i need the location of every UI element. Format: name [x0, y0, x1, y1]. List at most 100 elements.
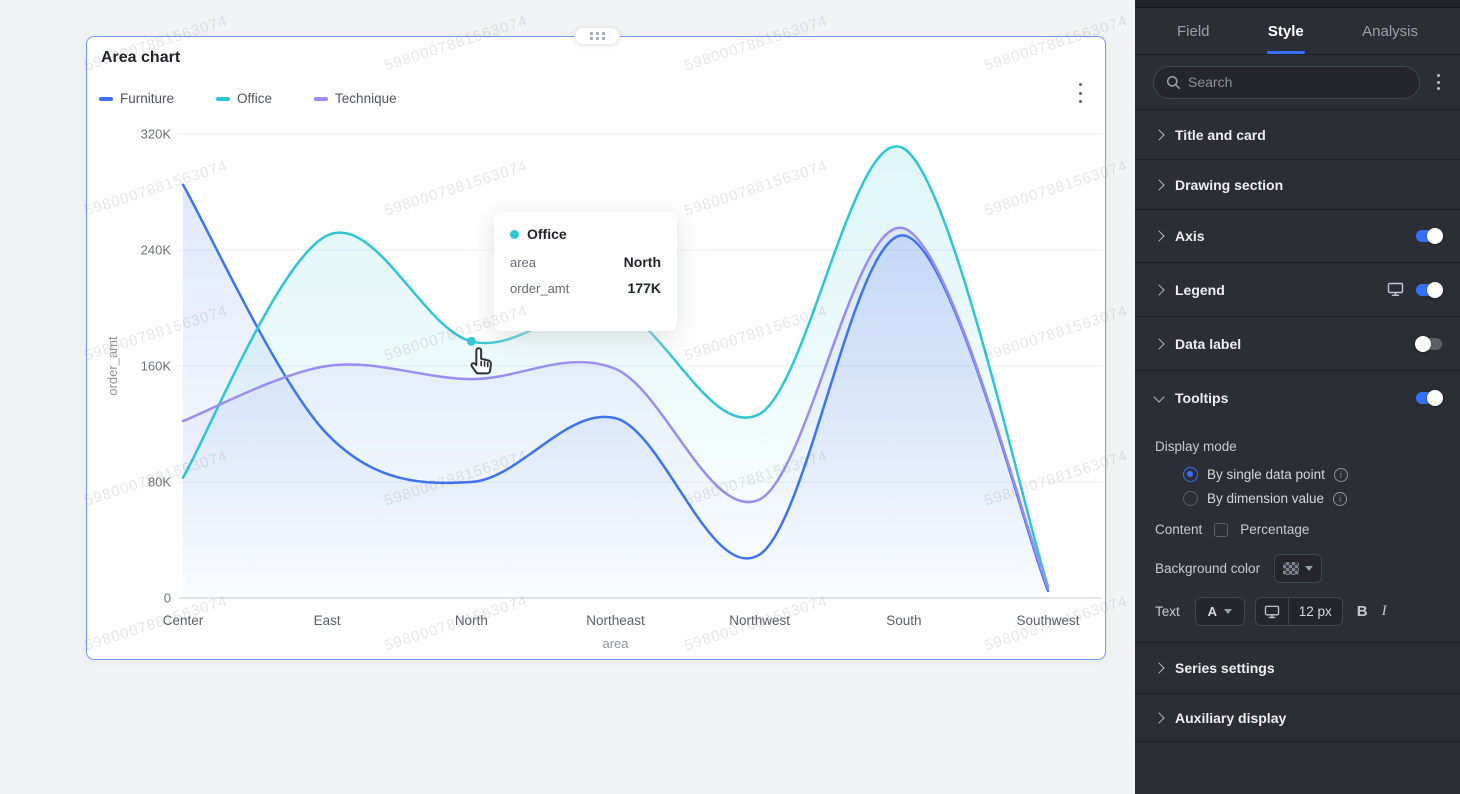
- radio-icon[interactable]: [1183, 491, 1198, 506]
- series-line-furniture[interactable]: [181, 183, 1050, 593]
- legend-item-furniture[interactable]: Furniture: [99, 91, 174, 106]
- tooltips-toggle[interactable]: [1416, 390, 1443, 406]
- drag-handle[interactable]: [574, 27, 620, 45]
- display-mode-label: Display mode: [1155, 439, 1237, 454]
- tooltip-series-dot-icon: [510, 229, 519, 239]
- data-label-toggle[interactable]: [1415, 335, 1442, 352]
- section-legend[interactable]: Legend: [1135, 263, 1460, 317]
- x-axis-tick-label: Northwest: [729, 613, 790, 628]
- dashboard-canvas: 5980007881563074598000788156307459800078…: [0, 0, 1135, 794]
- transparent-swatch: [1283, 562, 1300, 575]
- section-auxiliary-display[interactable]: Auxiliary display: [1135, 694, 1460, 742]
- content-label: Content: [1155, 522, 1203, 537]
- percentage-label: Percentage: [1240, 522, 1310, 537]
- info-icon[interactable]: i: [1333, 467, 1348, 482]
- radio-by-single-data-point[interactable]: By single data point i: [1155, 467, 1442, 482]
- info-icon[interactable]: i: [1333, 491, 1348, 506]
- legend-toggle[interactable]: [1416, 281, 1443, 298]
- section-axis[interactable]: Axis: [1135, 210, 1460, 263]
- axis-toggle[interactable]: [1416, 228, 1443, 244]
- hovered-data-point[interactable]: [466, 336, 476, 346]
- panel-tabs: Field Style Analysis: [1135, 8, 1460, 55]
- tooltip-row: area North: [510, 254, 661, 270]
- legend-label: Technique: [335, 91, 397, 106]
- x-axis-tick-label: North: [455, 613, 488, 628]
- screen-adapt-icon[interactable]: [1256, 598, 1289, 625]
- y-axis-tick-label: 240K: [141, 243, 172, 258]
- chevron-right-icon: [1153, 711, 1165, 724]
- y-axis-tick-label: 0: [164, 591, 171, 606]
- y-axis-tick-label: 160K: [141, 359, 172, 374]
- chevron-right-icon: [1153, 283, 1165, 296]
- tab-analysis[interactable]: Analysis: [1362, 22, 1418, 40]
- tooltips-settings: Display mode By single data point i By d…: [1135, 425, 1460, 643]
- search-input[interactable]: [1188, 74, 1407, 90]
- font-color-dropdown[interactable]: A: [1194, 597, 1245, 626]
- background-color-label: Background color: [1155, 561, 1261, 576]
- bold-button[interactable]: B: [1356, 603, 1368, 620]
- section-drawing-section[interactable]: Drawing section: [1135, 160, 1460, 210]
- card-menu-kebab-icon[interactable]: [1073, 83, 1087, 103]
- legend-label: Furniture: [120, 91, 175, 106]
- style-panel: Field Style Analysis Title and card Draw…: [1135, 0, 1460, 794]
- section-tooltips[interactable]: Tooltips: [1135, 371, 1460, 425]
- legend-marker: [99, 96, 113, 101]
- search-box[interactable]: [1153, 65, 1420, 99]
- x-axis-tick-label: Center: [163, 613, 204, 628]
- chevron-down-icon: [1153, 390, 1165, 403]
- x-axis-title: area: [602, 636, 629, 651]
- monitor-icon[interactable]: [1387, 282, 1404, 297]
- chevron-right-icon: [1153, 337, 1165, 350]
- text-style-row: Text A 12 px B I: [1155, 597, 1442, 626]
- area-fill-technique: [183, 227, 1048, 598]
- content-row: Content Percentage: [1155, 522, 1442, 537]
- y-axis-title: order_amt: [105, 336, 120, 396]
- section-label: Axis: [1175, 228, 1205, 244]
- x-axis-tick-label: South: [886, 613, 921, 628]
- search-row: [1135, 55, 1460, 110]
- chevron-right-icon: [1153, 128, 1165, 141]
- tooltip-row-label: order_amt: [510, 280, 570, 296]
- series-line-technique[interactable]: [181, 226, 1050, 590]
- legend-marker: [314, 96, 329, 101]
- chart-card[interactable]: Area chart Furniture Office Technique 320K…: [86, 27, 1106, 660]
- mouse-cursor-pointer-icon: [470, 347, 492, 375]
- section-label: Title and card: [1175, 126, 1266, 143]
- x-axis-tick-label: East: [314, 613, 341, 628]
- section-title-and-card[interactable]: Title and card: [1135, 110, 1460, 160]
- tab-style[interactable]: Style: [1268, 8, 1304, 54]
- legend-marker: [216, 96, 231, 101]
- chevron-right-icon: [1153, 178, 1165, 191]
- radio-by-dimension-value[interactable]: By dimension value i: [1155, 491, 1442, 506]
- x-axis-tick-label: Southwest: [1016, 613, 1079, 628]
- section-data-label[interactable]: Data label: [1135, 317, 1460, 371]
- legend-item-office[interactable]: Office: [216, 91, 272, 106]
- font-size-value[interactable]: 12 px: [1298, 604, 1332, 619]
- panel-top-strip: [1135, 0, 1460, 8]
- percentage-checkbox[interactable]: [1214, 522, 1229, 537]
- tooltip-row-value: North: [623, 254, 661, 270]
- legend-item-technique[interactable]: Technique: [314, 91, 397, 106]
- tooltip-row-value: 177K: [627, 280, 661, 296]
- chart-tooltip: Office area North order_amt 177K: [494, 212, 677, 331]
- tab-field[interactable]: Field: [1177, 22, 1210, 40]
- panel-empty-area: [1135, 742, 1460, 794]
- italic-button[interactable]: I: [1381, 603, 1387, 619]
- series-line-office[interactable]: [181, 145, 1050, 588]
- chart-legend: Furniture Office Technique: [99, 91, 397, 106]
- section-label: Drawing section: [1175, 176, 1284, 193]
- radio-label: By dimension value: [1207, 491, 1325, 506]
- tooltip-row: order_amt 177K: [510, 280, 661, 296]
- section-series-settings[interactable]: Series settings: [1135, 643, 1460, 694]
- background-color-dropdown[interactable]: [1274, 554, 1323, 583]
- legend-label: Office: [237, 91, 273, 106]
- x-axis-tick-label: Northeast: [586, 613, 645, 628]
- radio-icon[interactable]: [1183, 467, 1198, 482]
- y-axis-tick-label: 80K: [148, 475, 171, 490]
- search-icon: [1166, 75, 1181, 89]
- chart-title: Area chart: [101, 49, 181, 66]
- panel-kebab-menu-icon[interactable]: [1430, 73, 1446, 91]
- text-label: Text: [1155, 604, 1180, 619]
